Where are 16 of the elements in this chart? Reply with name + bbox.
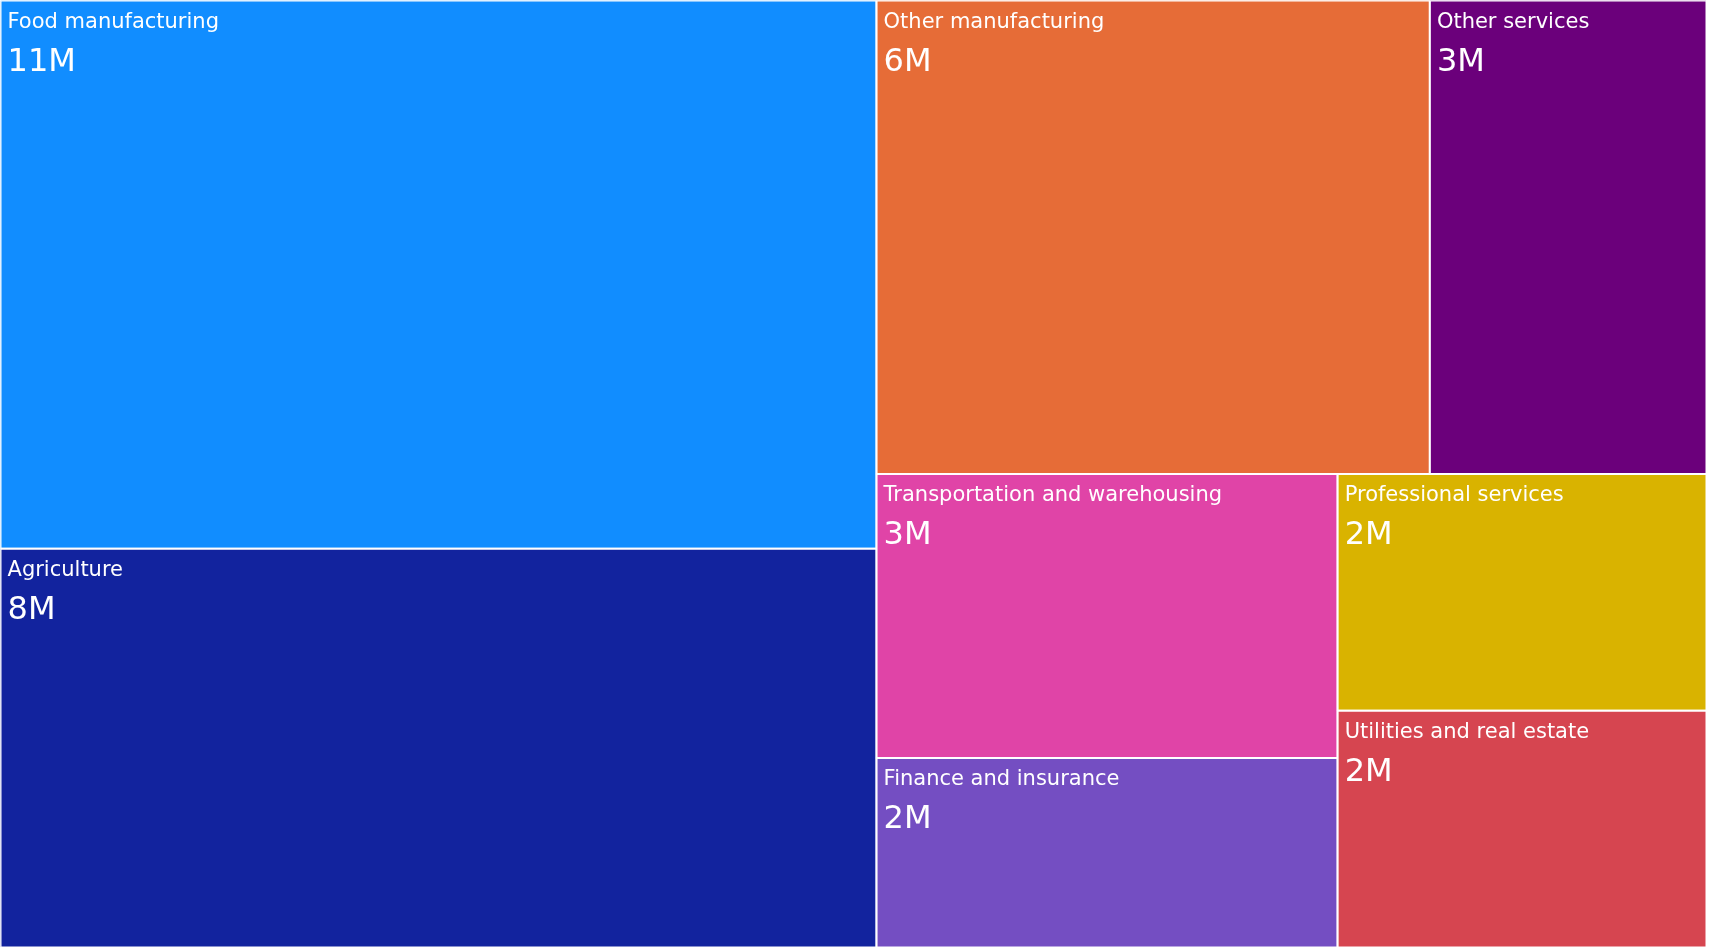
category-label: Other services bbox=[1436, 8, 1590, 33]
data-label: 2M bbox=[1344, 750, 1393, 789]
category-label: Professional services bbox=[1344, 482, 1564, 507]
data-label: 3M bbox=[883, 514, 932, 553]
data-label: 3M bbox=[1436, 40, 1485, 79]
data-label: 11M bbox=[7, 40, 76, 79]
data-label: 2M bbox=[1344, 514, 1393, 553]
category-label: Agriculture bbox=[7, 556, 124, 581]
category-label: Transportation and warehousing bbox=[882, 482, 1223, 507]
category-label: Food manufacturing bbox=[7, 8, 219, 33]
data-label: 6M bbox=[883, 40, 932, 79]
data-label: 8M bbox=[7, 588, 56, 627]
category-label: Finance and insurance bbox=[883, 766, 1120, 791]
category-label: Utilities and real estate bbox=[1344, 718, 1590, 743]
data-label: 2M bbox=[883, 798, 932, 837]
category-label: Other manufacturing bbox=[883, 8, 1105, 33]
